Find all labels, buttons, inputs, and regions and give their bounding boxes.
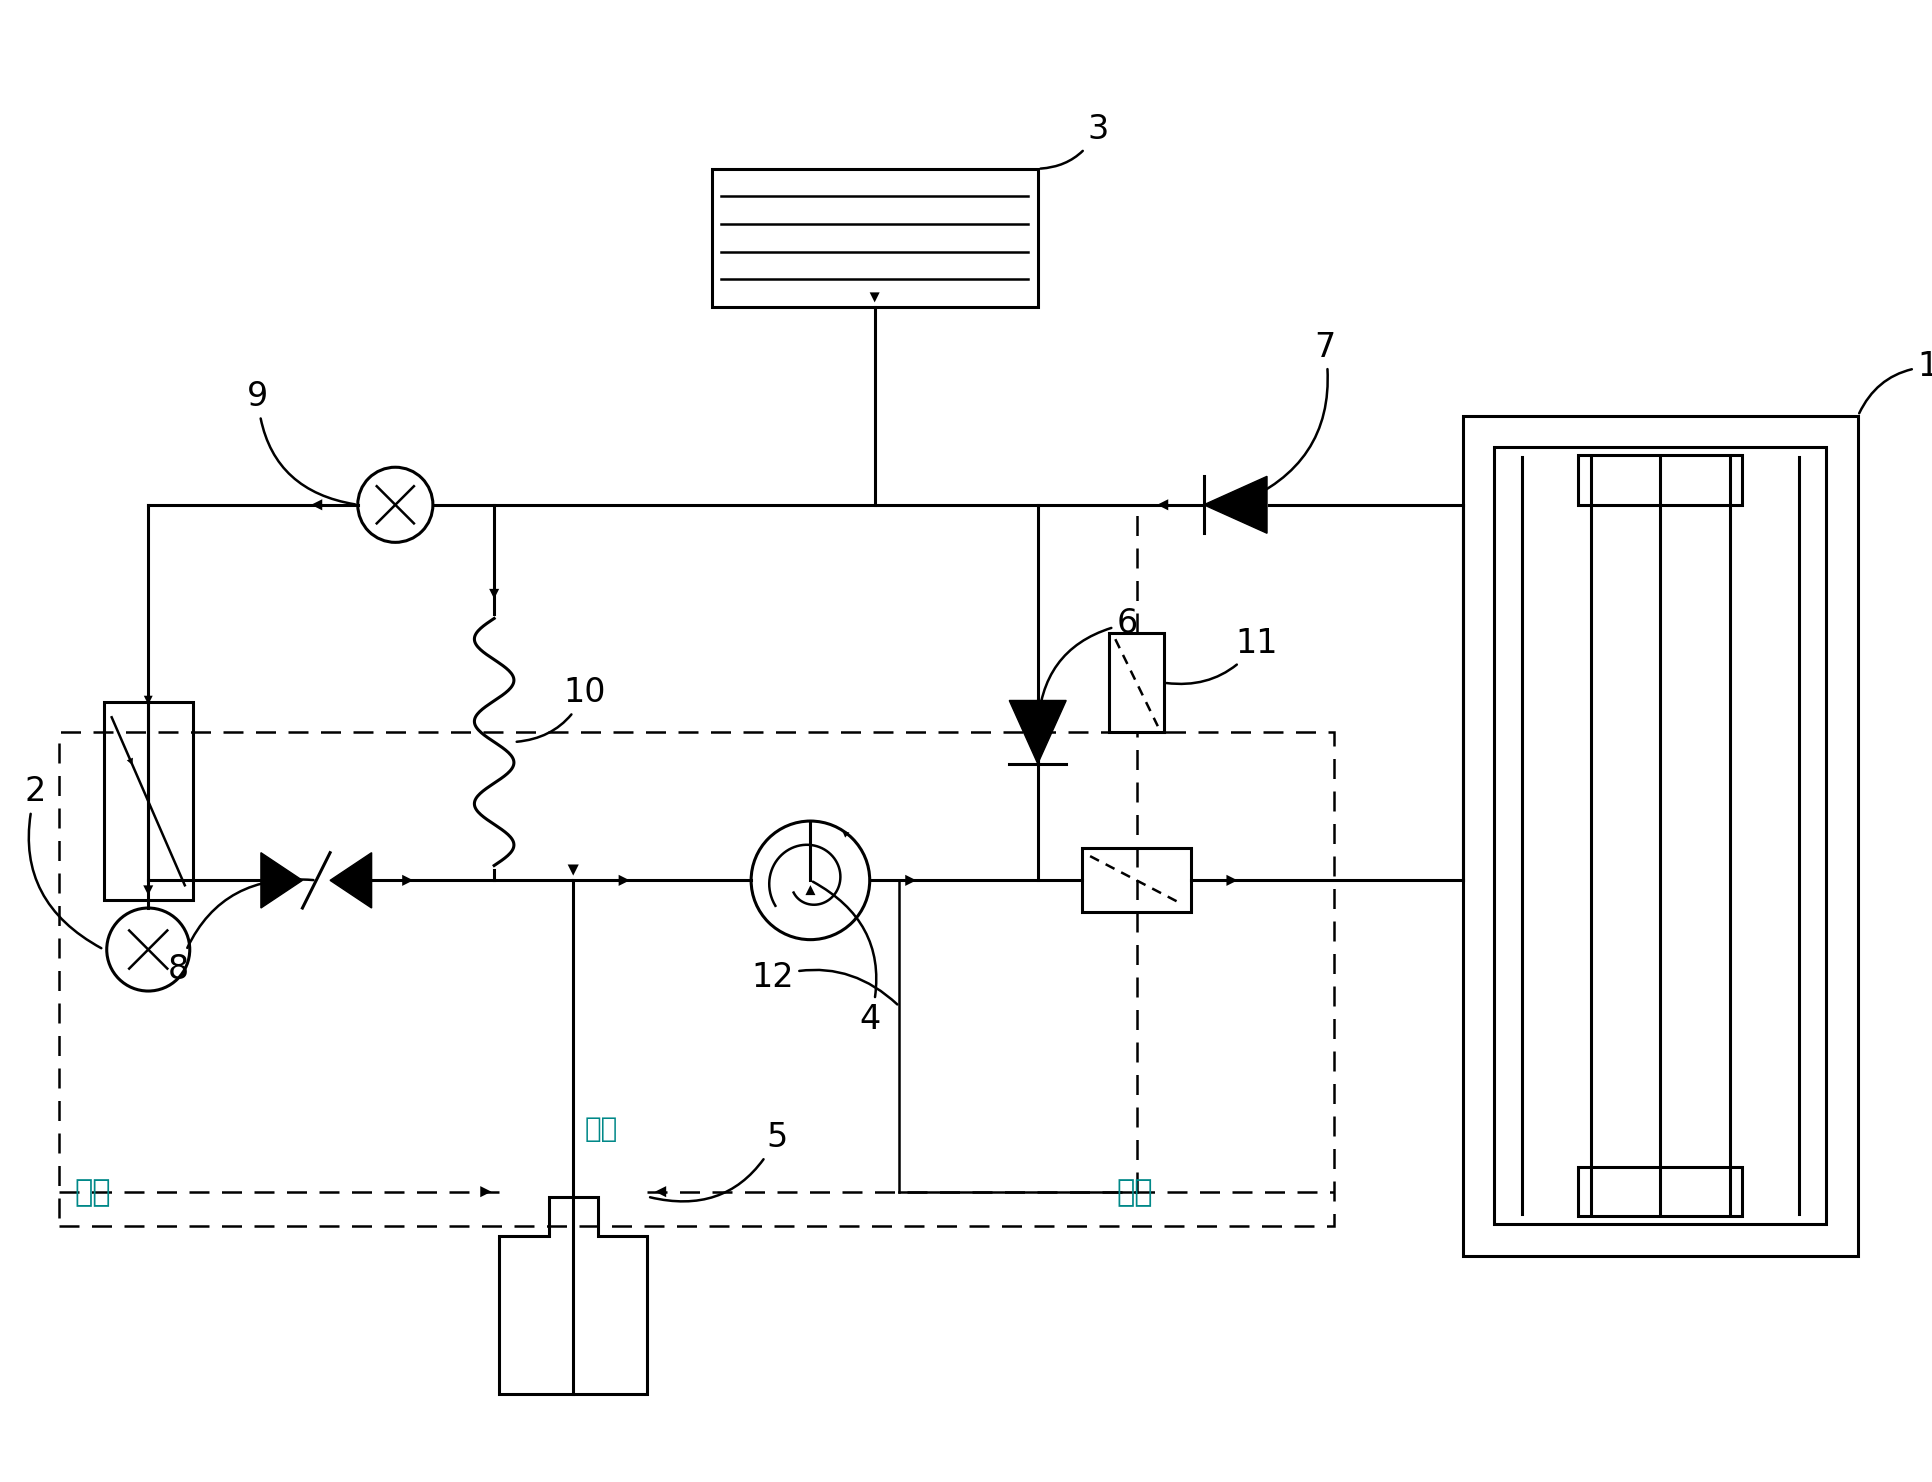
Text: 7: 7 <box>1238 330 1335 504</box>
Text: 1: 1 <box>1859 350 1932 413</box>
Text: 4: 4 <box>813 882 881 1036</box>
Text: 5: 5 <box>649 1122 786 1202</box>
Text: 2: 2 <box>25 775 100 948</box>
Bar <box>104 702 193 900</box>
Text: 6: 6 <box>1037 608 1138 729</box>
Circle shape <box>106 908 189 991</box>
Text: 补水: 补水 <box>585 1116 618 1143</box>
Circle shape <box>357 467 433 542</box>
Text: 12: 12 <box>752 960 896 1005</box>
Text: 8: 8 <box>168 879 313 986</box>
Bar <box>1109 633 1163 732</box>
Bar <box>711 169 1037 307</box>
Polygon shape <box>1009 701 1066 763</box>
Text: 排气: 排气 <box>1117 1178 1153 1208</box>
Polygon shape <box>261 852 303 908</box>
Bar <box>1578 455 1743 505</box>
Polygon shape <box>498 1196 647 1395</box>
Text: 3: 3 <box>1041 113 1109 169</box>
Text: 11: 11 <box>1167 627 1277 683</box>
Text: 排气: 排气 <box>73 1178 110 1208</box>
Bar <box>1578 1166 1743 1217</box>
Bar <box>1082 848 1190 913</box>
Circle shape <box>752 821 869 940</box>
Bar <box>60 732 1335 1226</box>
Text: 9: 9 <box>247 379 355 504</box>
Text: 10: 10 <box>516 676 607 742</box>
Bar <box>1493 448 1826 1224</box>
Polygon shape <box>330 852 371 908</box>
Polygon shape <box>1204 476 1267 534</box>
Bar <box>1463 416 1859 1255</box>
